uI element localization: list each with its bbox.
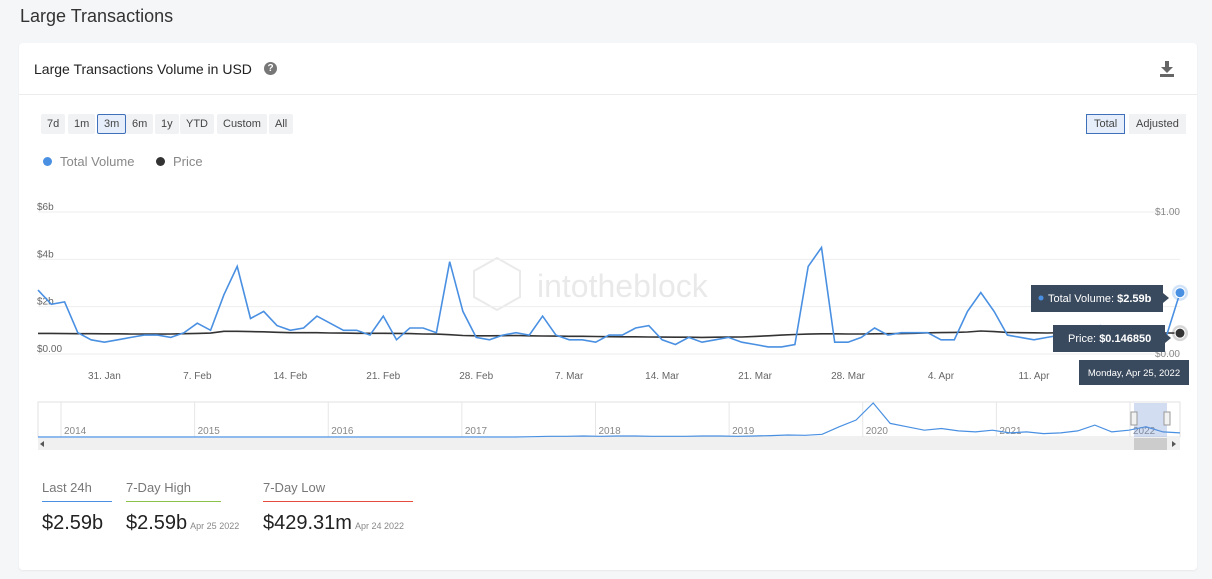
range-button-ytd[interactable]: YTD: [180, 114, 214, 134]
y-right-tick-label: $1.00: [1155, 207, 1180, 218]
range-button-custom[interactable]: Custom: [217, 114, 267, 134]
page-title: Large Transactions: [20, 6, 174, 26]
navigator-year-label: 2016: [331, 426, 354, 437]
help-icon[interactable]: ?: [264, 62, 277, 75]
legend-marker-volume: [43, 157, 52, 166]
navigator-year-label: 2017: [465, 426, 488, 437]
navigator-handle-right: [1163, 411, 1171, 426]
stat-label: 7-Day Low: [263, 480, 413, 502]
navigator-year-label: 2022: [1133, 426, 1156, 437]
navigator-year-label: 2020: [866, 426, 889, 437]
y-left-tick-label: $0.00: [37, 344, 62, 355]
tooltip-price-text: Price: $0.146850: [1068, 333, 1151, 345]
y-left-tick-label: $6b: [37, 202, 54, 213]
card-header: Large Transactions Volume in USD ?: [19, 43, 1197, 95]
legend-total-volume[interactable]: Total Volume: [43, 154, 134, 169]
tooltip-price-value: $0.146850: [1099, 333, 1151, 345]
x-tick-label: 7. Feb: [183, 371, 212, 382]
x-tick-label: 14. Feb: [273, 371, 307, 382]
scroll-right-icon: [1172, 441, 1176, 447]
legend-price[interactable]: Price: [156, 154, 203, 169]
tooltip-volume-marker: [1038, 295, 1044, 301]
x-tick-label: 11. Apr: [1018, 371, 1050, 382]
stat-7day-high: 7-Day High $2.59b Apr 25 2022: [126, 480, 239, 535]
stat-date: Apr 25 2022: [190, 521, 240, 531]
navigator-scrollbar-track: [38, 438, 1180, 450]
navigator-scrollbar-thumb: [1134, 438, 1167, 450]
card-title: Large Transactions Volume in USD: [34, 61, 252, 77]
x-tick-label: 28. Mar: [831, 371, 866, 382]
range-button-all[interactable]: All: [269, 114, 294, 134]
stat-last-24h: Last 24h $2.59b: [42, 480, 112, 535]
x-tick-label: 28. Feb: [459, 371, 493, 382]
adjusted-button[interactable]: Adjusted: [1129, 114, 1186, 134]
navigator-selection: [1134, 403, 1167, 437]
y-left-tick-label: $2b: [37, 297, 54, 308]
tooltip-volume-value: $2.59b: [1117, 293, 1152, 305]
x-tick-label: 14. Mar: [645, 371, 680, 382]
tooltip-volume-text: Total Volume: $2.59b: [1048, 293, 1152, 305]
watermark-text: intotheblock: [537, 268, 709, 304]
x-tick-label: 7. Mar: [555, 371, 584, 382]
stat-value: $429.31m: [263, 512, 352, 534]
navigator-year-label: 2014: [64, 426, 87, 437]
price-hover-point: [1174, 327, 1186, 339]
tooltip-price-label: Price:: [1068, 333, 1099, 345]
y-left-tick-label: $4b: [37, 249, 54, 260]
tooltip-volume-pointer: [1163, 293, 1169, 303]
legend-label-volume: Total Volume: [60, 154, 135, 169]
navigator-year-label: 2019: [732, 426, 755, 437]
x-tick-label: 4. Apr: [928, 371, 955, 382]
y-right-tick-label: $0.00: [1155, 349, 1180, 360]
tooltip-price-box: [1053, 325, 1165, 352]
stat-value: $2.59b: [126, 512, 188, 534]
watermark-logo: [473, 256, 521, 312]
x-tick-label: 31. Jan: [88, 371, 121, 382]
range-button-1m[interactable]: 1m: [68, 114, 96, 134]
navigator-frame: [37, 401, 1181, 438]
legend-label-price: Price: [173, 154, 203, 169]
x-tick-label: 21. Feb: [366, 371, 400, 382]
navigator-year-label: 2018: [599, 426, 622, 437]
tooltip-date-text: Monday, Apr 25, 2022: [1088, 368, 1180, 379]
navigator-year-label: 2021: [999, 426, 1022, 437]
navigator-series-line: [38, 402, 1181, 438]
total-button[interactable]: Total: [1086, 114, 1126, 134]
stat-label: Last 24h: [42, 480, 112, 502]
volume-series-line: [37, 245, 1181, 348]
volume-hover-point: [1174, 287, 1186, 299]
tooltip-date-box: [1079, 360, 1189, 385]
navigator-handle-left: [1130, 411, 1138, 426]
stat-date: Apr 24 2022: [354, 521, 405, 531]
range-button-7d[interactable]: 7d: [41, 114, 66, 134]
scroll-left-icon: [40, 441, 44, 447]
tooltip-volume-label: Total Volume:: [1048, 293, 1117, 305]
tooltip-volume-box: [1031, 285, 1163, 312]
legend-marker-price: [156, 157, 165, 166]
stat-label: 7-Day High: [126, 480, 221, 502]
navigator-year-label: 2015: [198, 426, 221, 437]
download-icon[interactable]: [1159, 60, 1175, 77]
range-button-3m[interactable]: 3m: [97, 114, 127, 134]
tooltip-price-pointer: [1165, 333, 1171, 343]
x-tick-label: 21. Mar: [738, 371, 773, 382]
stat-value: $2.59b: [42, 512, 104, 534]
range-button-6m[interactable]: 6m: [126, 114, 154, 134]
stat-7day-low: 7-Day Low $429.31m Apr 24 2022: [263, 480, 413, 535]
price-series-line: [38, 330, 1181, 339]
range-button-1y[interactable]: 1y: [155, 114, 179, 134]
